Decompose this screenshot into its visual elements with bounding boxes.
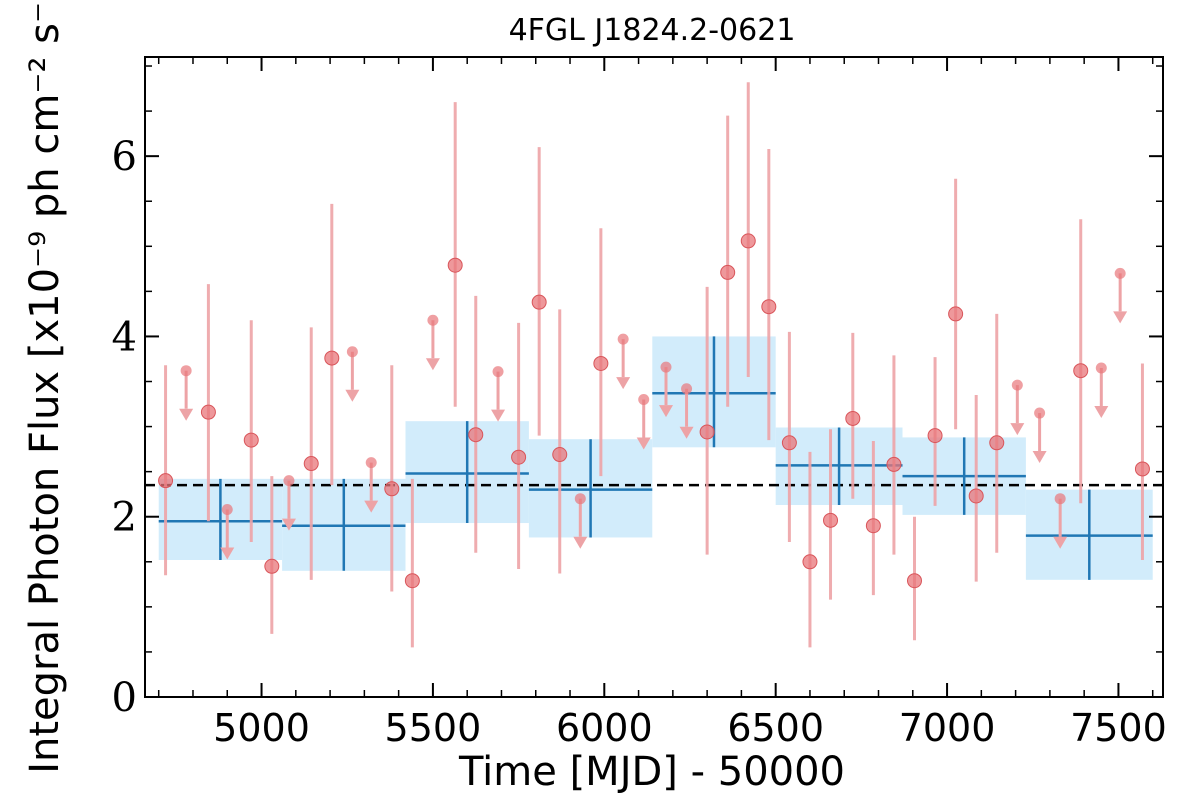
data-point-20 (823, 512, 839, 528)
upper-limit-marker-6 (492, 366, 504, 378)
x-axis-label: Time [MJD] - 50000 (458, 749, 845, 795)
data-point-5 (324, 350, 340, 366)
data-point-21 (845, 410, 861, 426)
data-point-10 (511, 449, 527, 465)
data-point-0 (158, 473, 174, 489)
upper-limit-marker-4 (365, 457, 377, 469)
upper-limit-marker-11 (681, 383, 693, 395)
upper-limit-marker-12 (1011, 379, 1023, 391)
data-point-25 (927, 428, 943, 444)
data-point-24 (906, 573, 922, 589)
upper-limit-marker-13 (1034, 407, 1046, 419)
data-point-6 (384, 481, 400, 497)
y-tick-label: 2 (112, 495, 137, 541)
data-point-9 (468, 427, 484, 443)
data-point-18 (781, 435, 797, 451)
plot-frame (144, 56, 1164, 698)
upper-limit-arrowhead-11 (679, 426, 694, 439)
upper-limit-arrowhead-12 (1010, 423, 1025, 436)
upper-limit-marker-16 (1114, 267, 1126, 279)
upper-limit-arrowhead-9 (636, 437, 651, 450)
data-point-17 (761, 299, 777, 315)
upper-limit-marker-3 (346, 346, 358, 358)
upper-limit-arrowhead-1 (220, 547, 235, 560)
upper-limit-arrowhead-14 (1053, 536, 1068, 549)
upper-limit-marker-0 (180, 365, 192, 377)
x-tick-label: 5000 (213, 706, 310, 750)
data-point-3 (264, 558, 280, 574)
upper-limit-marker-9 (638, 394, 650, 406)
data-point-7 (404, 573, 420, 589)
data-point-29 (1073, 363, 1089, 379)
upper-limit-marker-7 (574, 493, 586, 505)
upper-limit-marker-1 (221, 504, 233, 516)
x-tick-label: 7000 (899, 706, 996, 750)
x-tick-label: 6000 (556, 706, 653, 750)
y-tick-label: 0 (112, 675, 137, 721)
x-tick-label: 6500 (727, 706, 824, 750)
upper-limit-marker-10 (660, 361, 672, 373)
upper-limit-arrowhead-2 (281, 518, 296, 531)
plot-area (145, 82, 1163, 648)
y-tick-label: 4 (112, 314, 137, 360)
upper-limit-arrowhead-7 (573, 536, 588, 549)
data-point-22 (865, 518, 881, 534)
upper-limit-marker-5 (427, 314, 439, 326)
upper-limit-arrowhead-8 (616, 377, 631, 390)
data-point-8 (447, 257, 463, 273)
upper-limit-arrowhead-15 (1094, 405, 1109, 418)
data-point-13 (593, 355, 609, 371)
data-point-28 (989, 435, 1005, 451)
data-point-4 (303, 456, 319, 472)
data-point-23 (886, 456, 902, 472)
upper-limit-arrowhead-13 (1032, 451, 1047, 464)
upper-limit-arrowhead-10 (658, 405, 673, 418)
upper-limit-arrowhead-4 (364, 500, 379, 513)
upper-limit-arrowhead-5 (425, 358, 440, 371)
x-tick-label: 7500 (1070, 706, 1167, 750)
upper-limit-marker-2 (283, 475, 295, 487)
upper-limit-marker-14 (1054, 493, 1066, 505)
upper-limit-marker-8 (617, 333, 629, 345)
data-point-30 (1134, 461, 1150, 477)
data-point-19 (802, 554, 818, 570)
chart-title: 4FGL J1824.2-0621 (509, 13, 796, 48)
data-point-16 (740, 233, 756, 249)
upper-limit-arrowhead-6 (491, 409, 506, 422)
data-point-1 (200, 404, 216, 420)
upper-limit-marker-15 (1095, 362, 1107, 374)
upper-limit-arrowhead-3 (345, 389, 360, 402)
y-axis-label: Integral Photon Flux [x10⁻⁹ ph cm⁻² s⁻¹] (22, 0, 68, 774)
data-point-27 (968, 488, 984, 504)
data-point-15 (720, 264, 736, 280)
data-point-2 (243, 432, 259, 448)
data-point-26 (948, 306, 964, 322)
data-point-11 (531, 294, 547, 310)
data-point-12 (552, 447, 568, 463)
data-point-14 (699, 424, 715, 440)
axes: 5000 5500 6000 6500 7000 7500 0 2 4 6 (112, 56, 1167, 750)
upper-limit-arrowhead-0 (179, 408, 194, 421)
y-tick-label: 6 (112, 134, 137, 180)
upper-limit-arrowhead-16 (1113, 311, 1128, 324)
x-tick-label: 5500 (385, 706, 482, 750)
